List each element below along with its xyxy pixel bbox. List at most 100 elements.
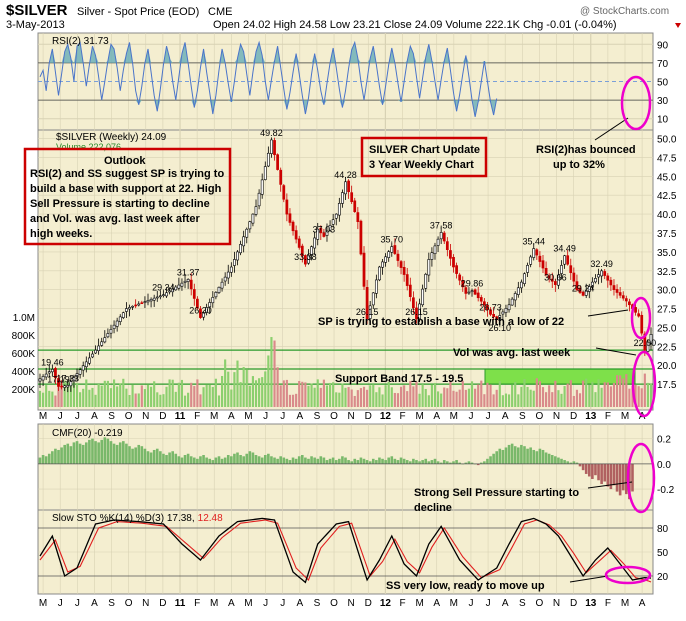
volume-bar bbox=[545, 392, 548, 407]
candle-body bbox=[125, 308, 128, 312]
volume-bar bbox=[316, 379, 319, 407]
cmf-bar bbox=[554, 456, 557, 464]
price-point-label: 34.49 bbox=[553, 244, 576, 254]
cmf-bar bbox=[338, 458, 341, 464]
down-arrow-icon bbox=[675, 23, 681, 28]
candle-body bbox=[189, 279, 193, 290]
cmf-highlight-circle bbox=[626, 442, 656, 514]
candle-body bbox=[260, 179, 264, 195]
candle-body bbox=[251, 213, 255, 224]
volume-bar bbox=[100, 385, 103, 407]
stoch-tick-label: 50 bbox=[657, 548, 669, 559]
volume-bar bbox=[470, 381, 474, 407]
candle-body bbox=[300, 245, 304, 257]
candle-body bbox=[319, 227, 323, 234]
candle-body bbox=[501, 311, 505, 315]
volume-bar bbox=[529, 389, 532, 407]
candle-body bbox=[38, 378, 42, 382]
cmf-bar bbox=[245, 453, 249, 464]
volume-bar bbox=[387, 381, 390, 407]
cmf-bar bbox=[143, 448, 147, 464]
candle-body bbox=[640, 314, 644, 334]
candle-body bbox=[476, 292, 480, 299]
candle-body bbox=[489, 309, 492, 315]
cmf-bar bbox=[263, 455, 267, 464]
cmf-bar bbox=[183, 455, 187, 464]
price-point-label: 29.24 bbox=[572, 283, 595, 293]
volume-bar bbox=[572, 395, 575, 407]
x-tick-label-middle: F bbox=[399, 411, 405, 422]
candle-body bbox=[495, 316, 499, 320]
volume-bar bbox=[279, 385, 282, 407]
cmf-bar bbox=[535, 451, 539, 464]
rsi-highlight-circle bbox=[620, 75, 652, 131]
cmf-bar bbox=[591, 463, 594, 479]
candle-body bbox=[498, 315, 502, 321]
cmf-bar bbox=[452, 461, 455, 464]
volume-bar bbox=[504, 393, 508, 407]
cmf-bar bbox=[97, 442, 100, 464]
candle-body bbox=[313, 237, 317, 249]
candle-body bbox=[461, 280, 465, 288]
volume-bar bbox=[359, 388, 363, 407]
volume-bar bbox=[325, 385, 329, 407]
x-tick-label-bottom: O bbox=[125, 598, 133, 609]
cmf-bar bbox=[69, 446, 73, 464]
candle-body bbox=[152, 297, 156, 301]
cmf-bar bbox=[155, 448, 159, 464]
candle-body bbox=[581, 291, 585, 296]
candle-body bbox=[112, 324, 116, 330]
price-point-label: 29.86 bbox=[461, 279, 484, 289]
rsi-tick-label: 30 bbox=[657, 96, 669, 107]
volume-bar bbox=[291, 394, 295, 407]
cmf-bar bbox=[54, 448, 57, 464]
volume-tick-label: 800K bbox=[12, 331, 36, 342]
candle-body bbox=[356, 212, 360, 222]
cmf-bar bbox=[517, 447, 520, 464]
cmf-bar bbox=[615, 463, 619, 492]
volume-bar bbox=[372, 384, 375, 407]
cmf-bar bbox=[387, 457, 391, 464]
candle-body bbox=[424, 273, 428, 289]
volume-bar bbox=[66, 380, 69, 407]
cmf-bar bbox=[149, 452, 153, 464]
cmf-bar bbox=[223, 457, 227, 464]
candle-body bbox=[362, 252, 366, 287]
cmf-bar bbox=[60, 447, 63, 464]
candle-body bbox=[523, 273, 526, 284]
volume-bar bbox=[430, 384, 433, 407]
volume-bar bbox=[180, 379, 184, 407]
cmf-bar bbox=[547, 453, 551, 464]
candle-body bbox=[436, 238, 440, 246]
volume-bar bbox=[569, 380, 572, 407]
cmf-bar bbox=[122, 441, 125, 464]
x-tick-label-middle: D bbox=[570, 411, 577, 422]
cmf-bar bbox=[449, 462, 452, 464]
x-tick-label-middle: A bbox=[296, 411, 303, 422]
cmf-note-line-1: Strong Sell Pressure starting to bbox=[414, 487, 579, 499]
volume-bar bbox=[332, 382, 335, 407]
candle-body bbox=[57, 378, 60, 387]
candle-body bbox=[396, 253, 400, 261]
volume-bar bbox=[455, 391, 458, 407]
candle-body bbox=[547, 275, 551, 279]
cmf-bar bbox=[384, 460, 387, 464]
cmf-bar bbox=[538, 448, 542, 464]
x-tick-label-middle: A bbox=[91, 411, 98, 422]
x-tick-label-middle: J bbox=[75, 411, 80, 422]
volume-bar bbox=[600, 387, 603, 407]
candle-body bbox=[418, 303, 421, 320]
candle-body bbox=[628, 301, 631, 306]
x-tick-label-bottom: A bbox=[433, 598, 440, 609]
axes-layer: MMJJJJAASSOONNDD1111FFMMAAMMJJJJAASSOONN… bbox=[12, 40, 677, 609]
cmf-bar bbox=[84, 442, 88, 464]
candle-body bbox=[510, 298, 514, 306]
price-point-label: 26.30 bbox=[189, 306, 212, 316]
volume-bar bbox=[258, 378, 261, 407]
volume-bar bbox=[362, 386, 366, 407]
candle-body bbox=[368, 305, 372, 319]
cmf-bar bbox=[402, 458, 406, 464]
update-box bbox=[360, 136, 488, 178]
x-tick-label-middle: M bbox=[244, 411, 252, 422]
cmf-bar bbox=[507, 444, 511, 464]
